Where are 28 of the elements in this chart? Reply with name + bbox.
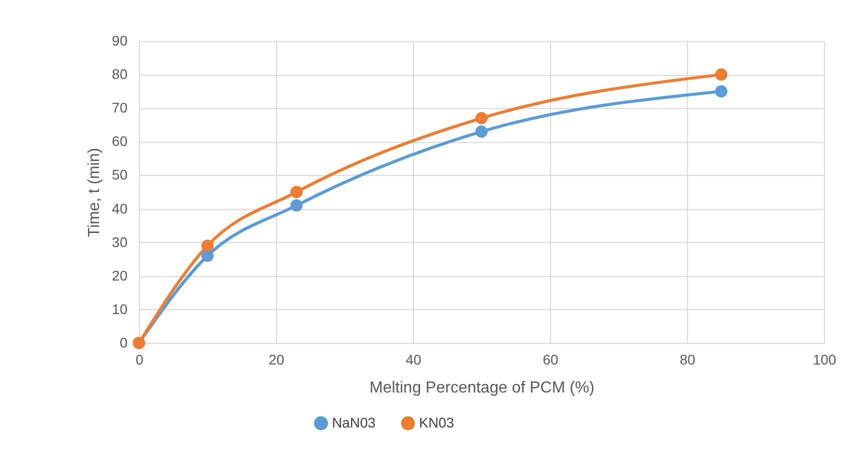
legend-label: NaN03	[332, 414, 376, 430]
y-axis-title: Time, t (min)	[86, 148, 103, 238]
y-tick-label: 90	[112, 32, 128, 48]
legend-label: KN03	[419, 414, 454, 430]
x-tick-label: 80	[680, 352, 696, 368]
x-tick-label: 0	[136, 352, 144, 368]
point	[715, 85, 728, 98]
point	[475, 125, 488, 138]
x-tick-label: 40	[406, 352, 422, 368]
y-tick-label: 10	[112, 300, 128, 317]
x-tick-label: 100	[812, 352, 836, 368]
y-tick-label: 20	[112, 267, 128, 284]
point	[715, 68, 728, 81]
x-tick-label: 20	[268, 352, 284, 368]
x-axis-title: Melting Percentage of PCM (%)	[370, 380, 594, 396]
point	[201, 250, 214, 262]
y-tick-label: 40	[112, 200, 128, 216]
y-tick-label: 0	[120, 334, 128, 350]
point	[475, 112, 488, 124]
point	[290, 186, 303, 198]
y-tick-label: 30	[112, 234, 128, 250]
y-tick-label: 80	[112, 66, 128, 82]
y-tick-label: 50	[112, 166, 128, 183]
point	[290, 199, 303, 212]
y-tick-label: 60	[112, 133, 128, 150]
point	[201, 240, 214, 252]
y-tick-label: 70	[112, 100, 128, 116]
x-tick-label: 60	[542, 352, 558, 368]
